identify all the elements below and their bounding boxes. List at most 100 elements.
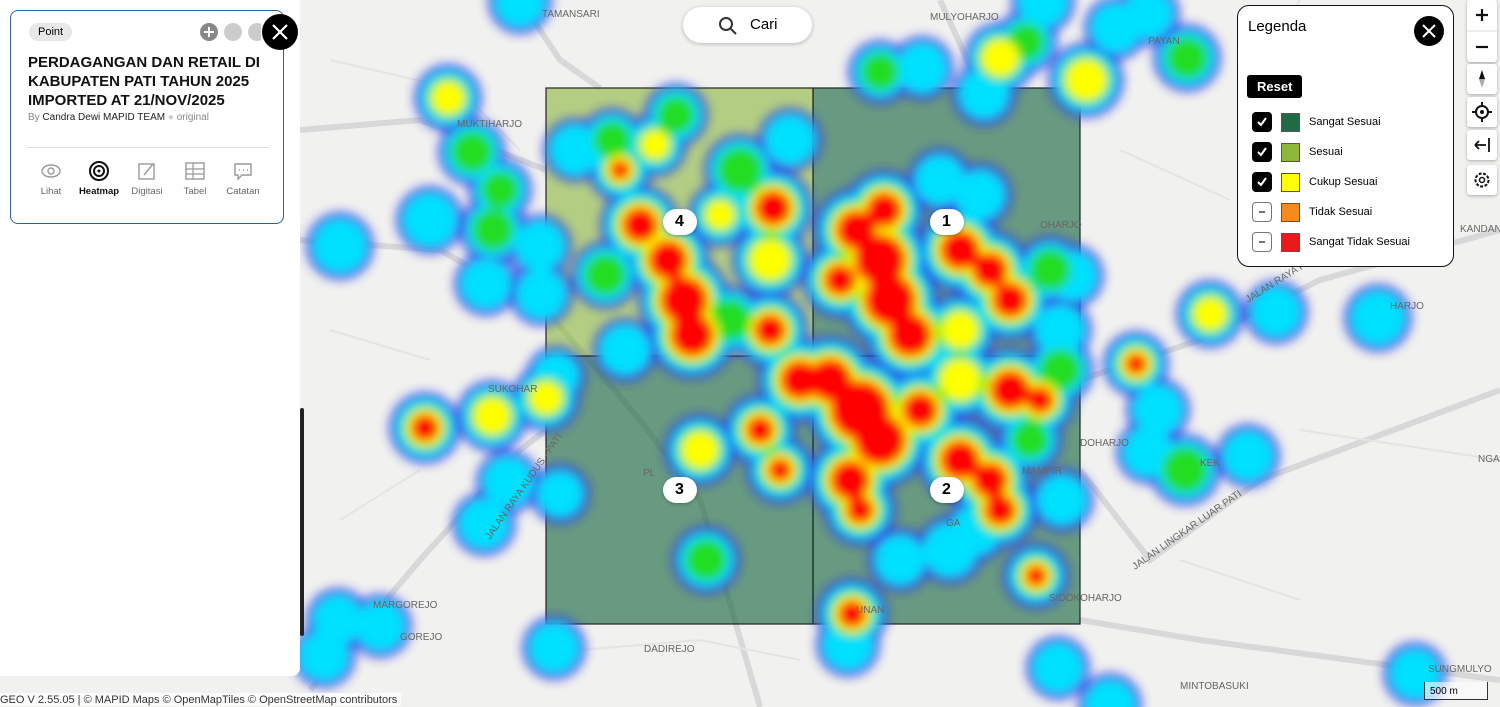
heat-blob [1018,0,1068,27]
heat-blob [984,494,1016,526]
heat-blob [461,259,511,309]
heat-blob [593,121,631,159]
search-box[interactable]: Cari [683,7,812,43]
tab[interactable]: Tabel [168,161,222,197]
heat-blob [483,457,533,507]
checkbox[interactable] [1252,232,1272,252]
tab-label: Tabel [183,186,207,197]
checkbox[interactable] [1252,112,1272,132]
place-label: KANDANG [1460,224,1500,235]
heat-blob [459,499,509,549]
place-label: UNAN [856,605,884,616]
by: By [28,112,40,123]
collapse[interactable] [1467,130,1497,160]
heat-blob [660,276,708,324]
heat-blob [529,381,563,415]
heat-blob [1125,353,1147,375]
legend-item: Sangat Sesuai [1252,111,1381,133]
heat-blob [403,193,457,247]
place-label: MUKTIHARJO [457,119,522,130]
place-label: MAMPIR [1022,466,1062,477]
heat-blob [640,130,670,160]
settings[interactable] [1467,165,1497,195]
heat-blob [431,81,465,115]
heat-layer [411,160,1147,628]
dot: ● [167,112,174,123]
heat-blob [481,171,519,209]
heat-blob [622,207,658,243]
heat-blob [824,264,856,296]
place-label: HARJO [1390,301,1424,312]
tab[interactable]: Digitasi [120,161,174,197]
heat-blob [451,131,493,173]
heat-blob [981,39,1019,77]
heat-blob [1039,349,1081,391]
scrollbar[interactable] [300,408,304,636]
tab[interactable]: Lihat [24,161,78,197]
layer-card[interactable]: Point PERDAGANGAN DAN RETAIL DI KABUPATE… [10,10,284,224]
heat-blob [537,471,583,517]
grid-label: 2 [929,477,964,503]
legend-close[interactable] [1414,16,1444,46]
tab-label: Catatan [226,186,260,197]
heat-blob [838,600,866,628]
compass[interactable] [1467,64,1497,94]
heat-blob [529,623,579,673]
place-label: GA [946,518,961,529]
locate[interactable] [1467,97,1497,127]
heat-blob [1065,59,1107,101]
separator [27,147,269,148]
heat-blob [1029,249,1071,291]
heat-blob [755,190,791,226]
legend-item: Tidak Sesuai [1252,201,1372,223]
heat-blob [600,325,650,375]
heat-blob [990,370,1030,410]
reset-button[interactable]: Reset [1247,75,1303,98]
heat-blob [1251,287,1301,337]
legend-item: Sesuai [1252,141,1343,163]
heat-blob [923,523,977,577]
heat-blob [888,313,932,357]
heat-blob [1223,431,1273,481]
heat-blob [685,539,727,581]
heat-blob [584,254,626,296]
checkbox[interactable] [1252,172,1272,192]
heat-blob [709,299,751,341]
heat-blob [550,125,600,175]
heat-blob [746,416,774,444]
tab[interactable]: Heatmap [72,161,126,197]
checkbox[interactable] [1252,142,1272,162]
heat-blob [765,115,815,165]
scale-bar: 500 m [1424,682,1488,700]
place-label: GOREJO [400,632,442,643]
heat-blob [515,221,565,271]
heat-blob [1162,447,1208,493]
legend-item: Sangat Tidak Sesuai [1252,231,1410,253]
legend-title: Legenda [1248,18,1307,35]
heat-blob [1035,305,1085,355]
heat-blob [749,239,791,281]
checkbox[interactable] [1252,202,1272,222]
place-label: SIDOKOHARJO [1049,593,1122,604]
heat-blob [897,43,947,93]
heat-blob [648,240,688,280]
tab-label: Digitasi [131,186,163,197]
tab[interactable]: Catatan [216,161,270,197]
heat-blob [941,311,979,349]
card-actions[interactable] [199,21,261,43]
heat-blob [495,0,545,27]
legend: Legenda Reset Sangat Sesuai Sesuai Cukup S… [1237,5,1454,267]
tab-label: Lihat [40,186,62,197]
heat-blob [972,462,1008,498]
swatch [1281,112,1300,132]
legend-label: Cukup Sesuai [1309,176,1378,188]
place-label: PL [643,468,656,479]
heat-blob [864,274,916,326]
zoom-controls [1467,0,1497,62]
place-label: DOHARJO [1080,438,1129,449]
heat-blob [875,535,925,585]
heat-blob [854,234,906,286]
legend-label: Sangat Tidak Sesuai [1309,236,1410,248]
heat-blob [1025,565,1047,587]
close-panel[interactable] [262,14,298,50]
